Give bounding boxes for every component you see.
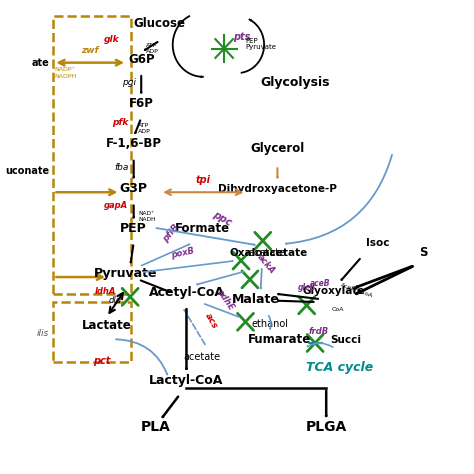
Text: glk: glk bbox=[104, 35, 120, 44]
Text: ilis: ilis bbox=[36, 329, 49, 338]
Text: Isoc: Isoc bbox=[366, 238, 390, 248]
Text: uconate: uconate bbox=[5, 166, 49, 176]
Text: dld: dld bbox=[108, 296, 121, 305]
Text: ppc: ppc bbox=[210, 210, 233, 228]
Text: ADP: ADP bbox=[146, 49, 158, 54]
Text: Lactyl-CoA: Lactyl-CoA bbox=[149, 374, 224, 387]
Text: ADP: ADP bbox=[138, 129, 151, 134]
Text: pflB: pflB bbox=[161, 222, 181, 244]
Text: S: S bbox=[419, 246, 428, 259]
Text: acetate: acetate bbox=[183, 352, 220, 362]
Text: Formate: Formate bbox=[174, 222, 229, 235]
Text: Fumarate: Fumarate bbox=[248, 333, 311, 346]
Text: acs: acs bbox=[203, 312, 219, 331]
Text: F-1,6-BP: F-1,6-BP bbox=[106, 137, 162, 150]
Text: pgi: pgi bbox=[122, 78, 136, 87]
Text: tpi: tpi bbox=[196, 175, 211, 185]
Text: TCA cycle: TCA cycle bbox=[306, 361, 373, 374]
Text: F6P: F6P bbox=[129, 98, 154, 110]
Text: Acetyl-CoA: Acetyl-CoA bbox=[339, 282, 374, 298]
Text: NADP⁺: NADP⁺ bbox=[55, 67, 75, 72]
Text: PEP: PEP bbox=[246, 38, 258, 44]
Text: NAD⁺: NAD⁺ bbox=[138, 211, 154, 216]
Text: aceB: aceB bbox=[310, 280, 330, 289]
Text: gapA: gapA bbox=[104, 201, 128, 210]
Text: Glucose: Glucose bbox=[134, 18, 186, 30]
Text: Dihydroxyacetone-P: Dihydroxyacetone-P bbox=[218, 184, 337, 194]
Text: G3P: G3P bbox=[119, 182, 148, 195]
Text: Pyruvate: Pyruvate bbox=[246, 45, 276, 50]
Text: NADH: NADH bbox=[138, 218, 155, 222]
Text: Lactate: Lactate bbox=[82, 319, 131, 332]
Text: ATP: ATP bbox=[138, 123, 149, 128]
Text: acetate: acetate bbox=[248, 248, 286, 258]
Text: Glycolysis: Glycolysis bbox=[260, 76, 330, 89]
Text: PEP: PEP bbox=[120, 222, 147, 235]
Text: ethanol: ethanol bbox=[252, 319, 289, 329]
Text: Oxaloacetate: Oxaloacetate bbox=[229, 248, 308, 258]
Text: Glycerol: Glycerol bbox=[250, 142, 304, 155]
Text: ldhA: ldhA bbox=[94, 288, 116, 297]
Text: pfk: pfk bbox=[112, 118, 128, 127]
Text: zwf: zwf bbox=[82, 46, 99, 55]
Text: Pyruvate: Pyruvate bbox=[94, 267, 157, 280]
Text: NADPH: NADPH bbox=[55, 74, 77, 79]
Text: Succi: Succi bbox=[331, 335, 362, 345]
Text: adhE: adhE bbox=[215, 288, 236, 312]
Text: pts: pts bbox=[233, 32, 250, 42]
Text: glcB: glcB bbox=[298, 283, 316, 292]
Text: frdB: frdB bbox=[309, 327, 328, 336]
Text: PLGA: PLGA bbox=[306, 420, 347, 434]
Text: ate: ate bbox=[31, 58, 49, 68]
Text: poxB: poxB bbox=[170, 246, 195, 260]
Text: PLA: PLA bbox=[140, 420, 170, 434]
Text: Glyoxylate: Glyoxylate bbox=[303, 285, 365, 296]
Text: G6P: G6P bbox=[128, 53, 155, 65]
Text: CoA: CoA bbox=[332, 308, 345, 312]
Text: fba: fba bbox=[114, 163, 128, 172]
Text: Malate: Malate bbox=[232, 293, 280, 306]
Text: pct: pct bbox=[93, 356, 111, 366]
Text: ackA: ackA bbox=[255, 252, 277, 275]
Text: ATP: ATP bbox=[146, 43, 157, 48]
Text: Acetyl-CoA: Acetyl-CoA bbox=[148, 286, 225, 299]
